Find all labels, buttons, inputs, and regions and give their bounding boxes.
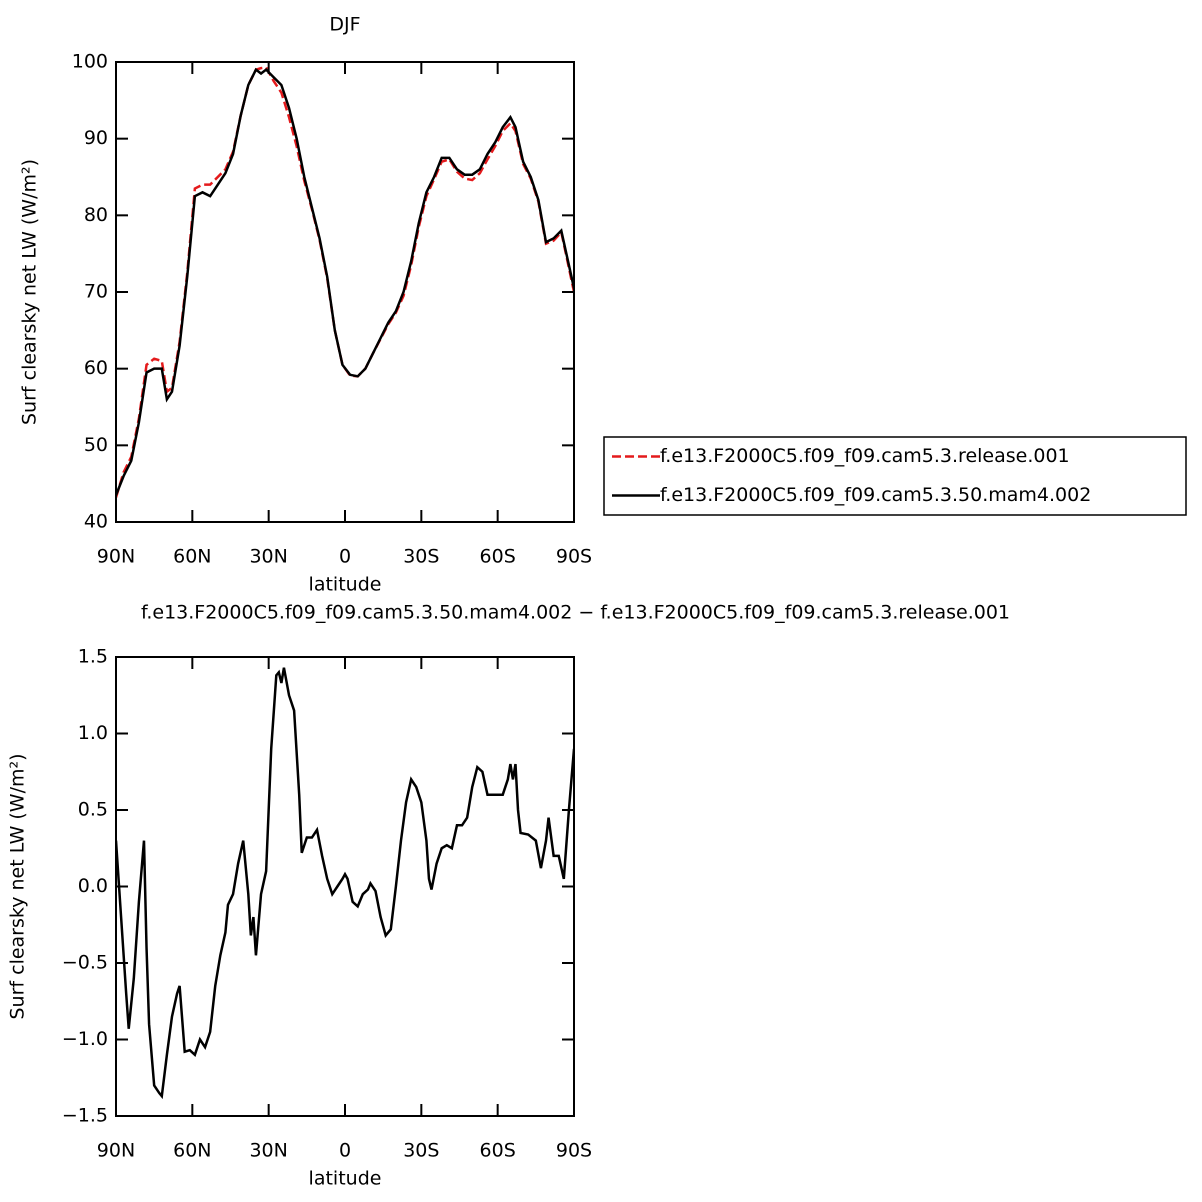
x-tick-label: 0 (339, 1140, 351, 1162)
y-tick-label: 80 (84, 204, 108, 226)
x-tick-label: 90S (556, 546, 592, 568)
x-tick-label: 60N (173, 1140, 211, 1162)
x-tick-label: 90N (97, 546, 135, 568)
x-tick-label: 90S (556, 1140, 592, 1162)
y-tick-label: −1.5 (62, 1105, 108, 1127)
y-tick-label: 1.0 (78, 722, 108, 744)
y-axis-label: Surf clearsky net LW (W/m²) (19, 159, 41, 425)
y-tick-label: 1.5 (78, 646, 108, 668)
y-tick-label: 100 (72, 51, 108, 73)
legend-label: f.e13.F2000C5.f09_f09.cam5.3.release.001 (660, 445, 1070, 467)
legend-box (603, 436, 1187, 516)
y-tick-label: 50 (84, 434, 108, 456)
chart-title: f.e13.F2000C5.f09_f09.cam5.3.50.mam4.002… (141, 602, 1010, 624)
x-tick-label: 60N (173, 546, 211, 568)
x-tick-label: 90N (97, 1140, 135, 1162)
series-line (116, 67, 574, 496)
chart-title: DJF (329, 14, 360, 36)
series-line (116, 66, 574, 498)
y-tick-label: −1.0 (62, 1028, 108, 1050)
legend-label: f.e13.F2000C5.f09_f09.cam5.3.50.mam4.002 (660, 484, 1091, 506)
x-tick-label: 30S (403, 546, 439, 568)
y-tick-label: 0.5 (78, 799, 108, 821)
x-axis-label: latitude (309, 1168, 382, 1190)
x-tick-label: 30S (403, 1140, 439, 1162)
x-tick-label: 30N (249, 1140, 287, 1162)
y-tick-label: −0.5 (62, 952, 108, 974)
x-tick-label: 0 (339, 546, 351, 568)
x-tick-label: 60S (480, 1140, 516, 1162)
y-tick-label: 0.0 (78, 875, 108, 897)
y-tick-label: 90 (84, 127, 108, 149)
x-tick-label: 30N (249, 546, 287, 568)
y-tick-label: 40 (84, 511, 108, 533)
y-axis-label: Surf clearsky net LW (W/m²) (7, 753, 29, 1019)
x-axis-label: latitude (309, 574, 382, 596)
series-line (116, 667, 574, 1100)
y-tick-label: 60 (84, 357, 108, 379)
y-tick-label: 70 (84, 281, 108, 303)
x-tick-label: 60S (480, 546, 516, 568)
